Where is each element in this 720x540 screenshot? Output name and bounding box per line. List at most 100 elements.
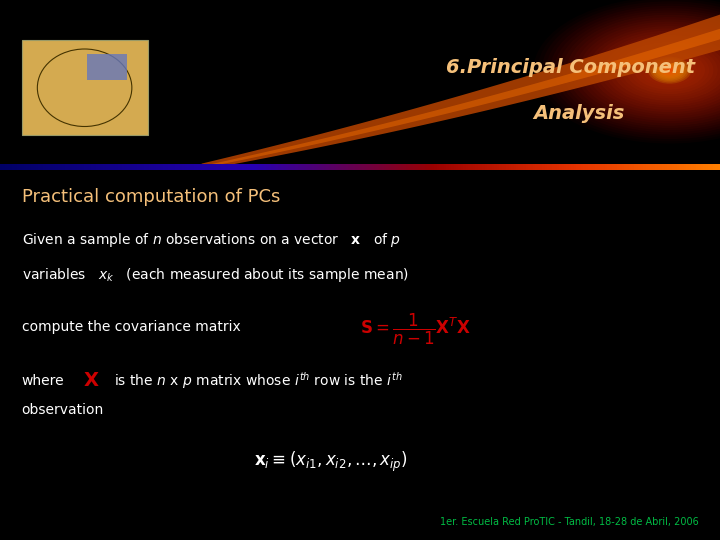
Bar <box>199 164 202 170</box>
Bar <box>643 164 646 170</box>
Bar <box>391 164 394 170</box>
Bar <box>706 164 708 170</box>
Bar <box>101 164 103 170</box>
Bar <box>533 164 535 170</box>
Bar <box>554 164 557 170</box>
Ellipse shape <box>667 69 672 71</box>
Bar <box>225 164 228 170</box>
Bar <box>187 164 189 170</box>
Bar <box>139 164 142 170</box>
Bar <box>547 164 549 170</box>
Bar <box>396 164 398 170</box>
Bar <box>257 164 259 170</box>
Bar <box>590 164 593 170</box>
Bar <box>552 164 554 170</box>
Bar <box>283 164 286 170</box>
Ellipse shape <box>571 17 720 123</box>
Bar <box>372 164 374 170</box>
Ellipse shape <box>630 49 709 92</box>
Ellipse shape <box>634 51 705 90</box>
Bar <box>667 164 670 170</box>
Bar <box>297 164 300 170</box>
Bar <box>353 164 355 170</box>
Bar <box>84 164 86 170</box>
Bar <box>619 164 621 170</box>
Bar <box>87 53 127 80</box>
Bar <box>456 164 459 170</box>
Bar <box>175 164 178 170</box>
Bar <box>698 164 701 170</box>
Bar <box>509 164 511 170</box>
Bar <box>266 164 269 170</box>
Bar <box>461 164 463 170</box>
Bar <box>451 164 454 170</box>
Ellipse shape <box>550 6 720 134</box>
Bar <box>569 164 571 170</box>
Text: compute the covariance matrix: compute the covariance matrix <box>22 320 240 334</box>
Text: $\mathbf{X}$: $\mathbf{X}$ <box>83 371 99 390</box>
Bar <box>315 164 317 170</box>
Bar <box>502 164 504 170</box>
Bar <box>305 164 307 170</box>
Bar <box>379 164 382 170</box>
Ellipse shape <box>559 10 720 130</box>
Polygon shape <box>202 24 720 168</box>
Bar <box>492 164 495 170</box>
Ellipse shape <box>659 63 680 77</box>
Ellipse shape <box>593 28 720 112</box>
Bar <box>5 164 7 170</box>
Bar <box>63 164 65 170</box>
Bar <box>626 164 629 170</box>
Ellipse shape <box>647 58 693 83</box>
Bar <box>144 164 146 170</box>
Bar <box>65 164 67 170</box>
Bar <box>617 164 619 170</box>
Bar <box>178 164 180 170</box>
Bar <box>24 164 27 170</box>
Bar <box>715 164 718 170</box>
Bar <box>36 164 38 170</box>
Bar <box>559 164 562 170</box>
Bar <box>398 164 401 170</box>
Bar <box>41 164 43 170</box>
Bar <box>53 164 55 170</box>
Bar <box>420 164 423 170</box>
Ellipse shape <box>663 66 676 74</box>
Bar <box>293 164 295 170</box>
Bar <box>329 164 331 170</box>
Bar <box>439 164 441 170</box>
Bar <box>415 164 418 170</box>
Text: observation: observation <box>22 403 104 417</box>
Bar <box>441 164 444 170</box>
Bar <box>151 164 153 170</box>
Bar <box>125 164 127 170</box>
Bar <box>588 164 590 170</box>
Bar <box>665 164 667 170</box>
Bar <box>446 164 449 170</box>
Bar <box>490 164 492 170</box>
Bar <box>250 164 252 170</box>
Bar <box>310 164 312 170</box>
Bar <box>389 164 391 170</box>
Bar <box>156 164 158 170</box>
Bar <box>142 164 144 170</box>
Bar <box>261 164 264 170</box>
Bar <box>365 164 367 170</box>
Ellipse shape <box>655 62 684 78</box>
Bar <box>192 164 194 170</box>
Bar <box>382 164 384 170</box>
Bar <box>12 164 14 170</box>
Bar <box>122 164 125 170</box>
Text: Practical computation of PCs: Practical computation of PCs <box>22 188 280 206</box>
Bar <box>77 164 79 170</box>
Bar <box>185 164 187 170</box>
Bar <box>168 164 171 170</box>
Bar <box>518 164 521 170</box>
Ellipse shape <box>584 24 720 117</box>
Bar <box>538 164 540 170</box>
Bar <box>639 164 641 170</box>
Bar <box>238 164 240 170</box>
Bar <box>374 164 377 170</box>
Bar <box>149 164 151 170</box>
Bar <box>531 164 533 170</box>
